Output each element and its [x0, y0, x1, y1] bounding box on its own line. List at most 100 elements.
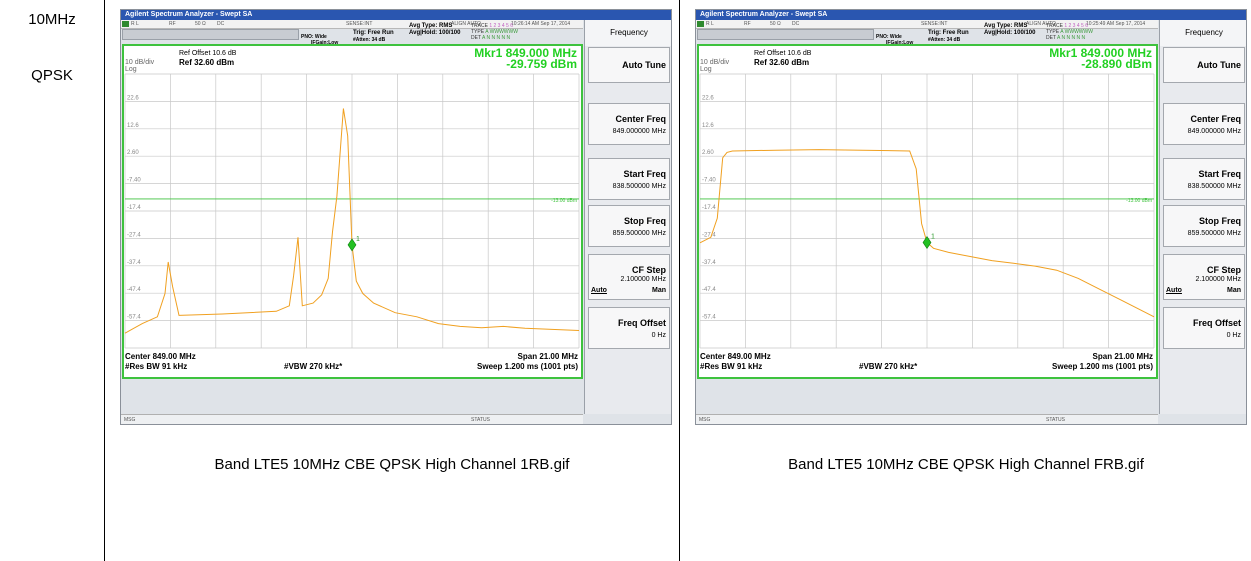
span: Span 21.00 MHz [1092, 352, 1153, 361]
status-rf: RF [169, 21, 176, 27]
det-values: A N N N N N [482, 35, 511, 41]
y-tick-label: 22.6 [702, 95, 714, 101]
auto-tune-button[interactable]: Auto Tune [588, 47, 670, 83]
status-time: 10:25:49 AM Sep 17, 2014 [1086, 21, 1146, 27]
stop-freq-value: 859.500000 MHz [1187, 230, 1241, 237]
bandwidth-label: 10MHz [28, 11, 76, 28]
y-tick-label: 12.6 [702, 123, 714, 129]
det-row: DET A N N N N N [471, 35, 510, 41]
vbw: #VBW 270 kHz* [859, 362, 918, 371]
spectrum-analyzer-screenshot: Agilent Spectrum Analyzer - Swept SA R L… [695, 9, 1247, 425]
ifgain-label: IFGain:Low [311, 40, 339, 46]
status-led [697, 21, 704, 27]
marker-frequency: Mkr1 849.000 MHz [1049, 46, 1152, 60]
cf-step-man[interactable]: Man [652, 287, 666, 294]
status-sense: SENSE:INT [346, 21, 373, 27]
sweep: Sweep 1.200 ms (1001 pts) [477, 362, 578, 371]
cf-step-label: CF Step [1206, 265, 1241, 275]
cf-step-value: 2.100000 MHz [620, 276, 666, 283]
sweep: Sweep 1.200 ms (1001 pts) [1052, 362, 1153, 371]
cf-step-button[interactable]: CF Step 2.100000 MHz Auto Man [1163, 254, 1245, 300]
plot-area: Ref Offset 10.6 dB 10 dB/div Log Ref 32.… [697, 44, 1158, 379]
y-tick-label: -47.4 [702, 287, 716, 293]
status-coupling: DC [792, 21, 800, 27]
type-row: TYPE A WWWWWW [471, 29, 518, 35]
y-tick-label: -7.40 [702, 178, 716, 184]
freq-offset-label: Freq Offset [1192, 318, 1241, 328]
freq-offset-button[interactable]: Freq Offset 0 Hz [1163, 307, 1245, 349]
trace-label: TRACE [471, 23, 488, 29]
message-bar: MSG STATUS [121, 414, 583, 424]
cf-step-label: CF Step [631, 265, 666, 275]
limit-label: -13.00 dBm [551, 198, 577, 204]
freq-offset-button[interactable]: Freq Offset 0 Hz [588, 307, 670, 349]
start-freq-value: 838.500000 MHz [1187, 183, 1241, 190]
trace-numbers: 1 2 3 4 5 6 [1064, 23, 1088, 29]
det-row: DET A N N N N N [1046, 35, 1085, 41]
center-freq-value: 849.000000 MHz [612, 128, 666, 135]
center-freq-button[interactable]: Center Freq 849.000000 MHz [1163, 103, 1245, 145]
marker-diamond [922, 235, 932, 250]
span: Span 21.00 MHz [517, 352, 578, 361]
marker-number-label: 1 [356, 236, 360, 243]
type-values: A WWWWWW [1060, 29, 1093, 35]
status-align: ALIGN AUTO [451, 21, 481, 27]
auto-tune-label: Auto Tune [1197, 60, 1241, 70]
status-label: STATUS [471, 417, 490, 423]
trace-label: TRACE [1046, 23, 1063, 29]
status-impedance: 50 Ω [770, 21, 781, 27]
window-titlebar: Agilent Spectrum Analyzer - Swept SA [121, 10, 671, 20]
modulation-label: QPSK [31, 67, 73, 84]
trig-label: Trig: Free Run [353, 30, 394, 36]
center-freq-button[interactable]: Center Freq 849.000000 MHz [588, 103, 670, 145]
cf-step-auto[interactable]: Auto [1166, 287, 1182, 294]
y-tick-label: -37.4 [702, 260, 716, 266]
y-tick-label: -17.4 [127, 205, 141, 211]
y-tick-label: 2.60 [127, 150, 139, 156]
y-tick-label: -27.4 [127, 232, 141, 238]
y-tick-label: -7.40 [127, 178, 141, 184]
center-freq-value: 849.000000 MHz [1187, 128, 1241, 135]
det-label: DET [1046, 35, 1056, 41]
status-coupling: DC [217, 21, 225, 27]
stop-freq-button[interactable]: Stop Freq 859.500000 MHz [588, 205, 670, 247]
start-freq-button[interactable]: Start Freq 838.500000 MHz [588, 158, 670, 200]
label-column: 10MHz QPSK [0, 0, 105, 561]
start-freq-button[interactable]: Start Freq 838.500000 MHz [1163, 158, 1245, 200]
status-rl: R L [706, 21, 714, 27]
status-time: 10:26:14 AM Sep 17, 2014 [511, 21, 571, 27]
y-tick-label: -17.4 [702, 205, 716, 211]
spectrum-trace-svg: 22.6 12.6 2.60 -7.40 -17.4 -27.4 -37.4 -47.4 -57… [124, 73, 580, 349]
center-freq-label: Center Freq [615, 114, 666, 124]
scale-per-div: 10 dB/div [700, 59, 730, 66]
cf-step-auto[interactable]: Auto [591, 287, 607, 294]
stop-freq-button[interactable]: Stop Freq 859.500000 MHz [1163, 205, 1245, 247]
frequency-menu: Frequency Auto Tune Center Freq 849.0000… [1159, 20, 1246, 414]
menu-title: Frequency [1160, 20, 1246, 46]
cf-step-button[interactable]: CF Step 2.100000 MHz Auto Man [588, 254, 670, 300]
type-values: A WWWWWW [485, 29, 518, 35]
stop-freq-value: 859.500000 MHz [612, 230, 666, 237]
msg-label: MSG [699, 417, 711, 423]
avg-hold-label: Avg|Hold: 100/100 [409, 30, 461, 36]
status-bar: R L RF 50 Ω DC SENSE:INT ALIGN AUTO 10:2… [696, 20, 1158, 29]
message-bar: MSG STATUS [696, 414, 1158, 424]
stop-freq-label: Stop Freq [1199, 216, 1241, 226]
ifgain-label: IFGain:Low [886, 40, 914, 46]
ref-offset: Ref Offset 10.6 dB [754, 50, 812, 57]
y-tick-label: 12.6 [127, 123, 139, 129]
center-frequency: Center 849.00 MHz [700, 352, 771, 361]
y-tick-label: -27.4 [702, 232, 716, 238]
cf-step-value: 2.100000 MHz [1195, 276, 1241, 283]
scale-log: Log [700, 66, 712, 73]
atten-label: #Atten: 34 dB [928, 37, 961, 43]
frequency-menu: Frequency Auto Tune Center Freq 849.0000… [584, 20, 671, 414]
cf-step-man[interactable]: Man [1227, 287, 1241, 294]
spectrum-analyzer-screenshot: Agilent Spectrum Analyzer - Swept SA R L… [120, 9, 672, 425]
center-freq-label: Center Freq [1190, 114, 1241, 124]
auto-tune-button[interactable]: Auto Tune [1163, 47, 1245, 83]
limit-label: -13.00 dBm [1126, 198, 1152, 204]
freq-offset-value: 0 Hz [651, 332, 666, 339]
status-label: STATUS [1046, 417, 1065, 423]
avg-type-label: Avg Type: RMS [409, 23, 453, 29]
